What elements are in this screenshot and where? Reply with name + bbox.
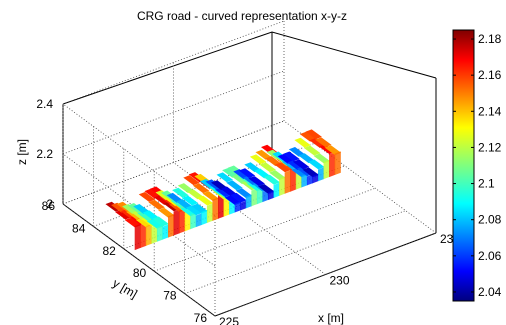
surface-patch <box>238 168 256 179</box>
surface-patch <box>148 199 165 210</box>
z-axis-label: z [m] <box>15 139 29 165</box>
surface-patch <box>249 154 267 165</box>
surface-skirt <box>201 209 208 226</box>
colorbar-tick-label: 2.06 <box>478 249 502 263</box>
surface-skirt <box>212 197 219 221</box>
z-tick-label: 2.2 <box>36 147 53 161</box>
colorbar-tick-label: 2.1 <box>478 177 495 191</box>
grid-line-back-z <box>62 20 285 105</box>
surface-patch <box>294 137 311 148</box>
surface-skirt <box>168 214 175 238</box>
grid-line-floor-y <box>184 210 406 294</box>
y-tick-label: 80 <box>133 266 147 280</box>
y-tick-label: 86 <box>42 199 56 213</box>
surface-skirt <box>140 223 147 249</box>
surface-skirt <box>273 182 280 198</box>
surface-patch <box>283 151 300 162</box>
surface-skirt <box>206 203 214 223</box>
x-axis-label: x [m] <box>318 311 344 325</box>
surface-patch <box>259 162 276 173</box>
surface-skirt <box>334 151 341 175</box>
grid-line-floor-y <box>154 187 376 272</box>
surface-skirt <box>323 159 330 180</box>
chart-title: CRG road - curved representation x-y-z <box>137 9 347 23</box>
surface-skirt <box>240 200 247 211</box>
surface-skirt <box>301 173 308 188</box>
surface-skirt <box>173 209 180 236</box>
colorbar <box>452 29 475 302</box>
grid-lines <box>62 20 437 317</box>
surface-patch <box>315 137 332 148</box>
surface-patch <box>292 159 310 170</box>
surface-patch <box>181 195 199 206</box>
road-surface <box>105 129 342 251</box>
surface-skirt <box>318 167 325 182</box>
surface-patch <box>172 187 189 198</box>
colorbar-tick-label: 2.16 <box>478 68 502 82</box>
colorbar-tick-label: 2.04 <box>478 285 502 299</box>
y-tick-label: 84 <box>72 221 86 235</box>
colorbar-tick-label: 2.14 <box>478 104 502 118</box>
surface-skirt <box>179 208 186 234</box>
grid-line-back-z <box>62 70 285 155</box>
y-axis-line <box>62 203 216 317</box>
surface-skirt <box>190 212 197 230</box>
surface-skirt <box>251 188 258 207</box>
surface-patch <box>305 129 322 140</box>
surface-skirt <box>134 223 141 251</box>
z-tick-label: 2.4 <box>36 97 53 111</box>
y-tick-label: 82 <box>102 244 116 258</box>
surface-patch <box>216 172 234 183</box>
surface-patch <box>192 183 210 194</box>
surface-patch <box>138 191 156 202</box>
surface-skirt <box>329 152 336 178</box>
surface-skirt <box>234 201 241 213</box>
colorbar-tick-label: 2.18 <box>478 32 502 46</box>
surface-patch <box>248 176 265 186</box>
surface-patch <box>303 145 321 156</box>
surface-patch <box>226 180 243 191</box>
y-tick-label: 78 <box>163 289 177 303</box>
colorbar-tick-label: 2.08 <box>478 213 502 227</box>
surface-skirt <box>245 194 252 209</box>
grid-line-floor-y <box>214 232 437 317</box>
surface-skirt <box>279 176 286 196</box>
surface-skirt <box>156 225 164 242</box>
surface-skirt <box>162 224 169 240</box>
z-tick-label: 2 <box>46 197 53 211</box>
surface-patch <box>183 175 200 186</box>
grid-line-back-z <box>62 120 285 205</box>
back-box-lines <box>62 31 437 105</box>
surface-skirt <box>284 170 291 194</box>
colorbar-tick-label: 2.12 <box>478 140 502 154</box>
y-tick-label: 76 <box>194 311 208 325</box>
x-tick-label: 225 <box>219 315 239 325</box>
colorbar-ticks: 2.04 2.06 2.08 2.1 2.12 2.14 2.16 2.18 <box>453 32 502 299</box>
surface-skirt <box>195 213 202 228</box>
surface-skirt <box>145 223 152 246</box>
x-tick-label: 230 <box>330 274 350 288</box>
